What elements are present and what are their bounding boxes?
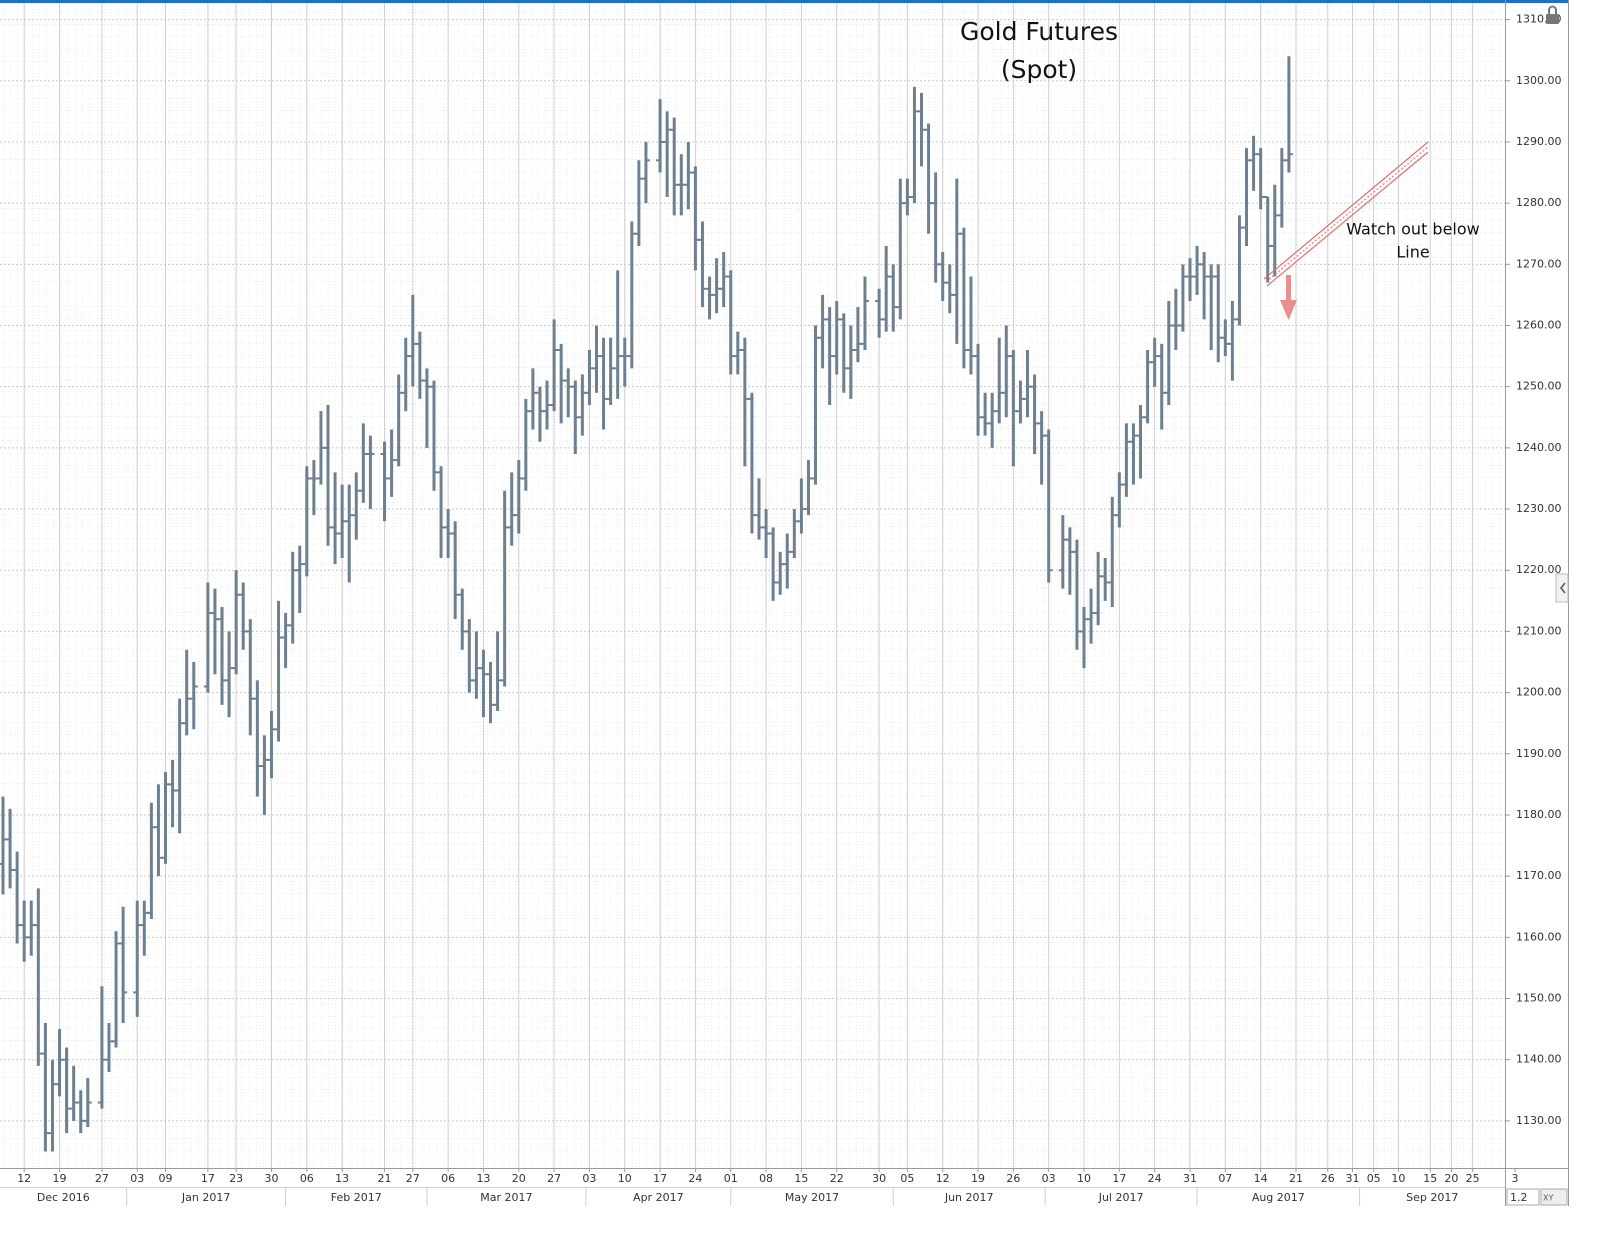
x-tick-label: 10	[1077, 1172, 1091, 1185]
annotation: Line	[1396, 243, 1429, 262]
y-tick-label: 1190.00	[1516, 747, 1562, 760]
chart-subtitle: (Spot)	[1001, 55, 1077, 84]
x-tick-label: 15	[794, 1172, 808, 1185]
month-label: Aug 2017	[1252, 1191, 1305, 1204]
y-tick-label: 1200.00	[1516, 686, 1562, 699]
month-label: May 2017	[785, 1191, 839, 1204]
x-tick-label: 17	[201, 1172, 215, 1185]
y-tick-label: 1280.00	[1516, 196, 1562, 209]
x-tick-label: 27	[547, 1172, 561, 1185]
y-tick-label: 1250.00	[1516, 380, 1562, 393]
x-tick-label: 07	[1218, 1172, 1232, 1185]
x-tick-label: 05	[1367, 1172, 1381, 1185]
down-arrow	[1280, 275, 1297, 320]
x-tick-label: 26	[1321, 1172, 1335, 1185]
x-tick-label: 22	[830, 1172, 844, 1185]
y-tick-label: 1130.00	[1516, 1114, 1562, 1127]
y-tick-label: 1220.00	[1516, 563, 1562, 576]
x-tick-label: 17	[653, 1172, 667, 1185]
zoom-value[interactable]: 1.2	[1510, 1191, 1528, 1204]
collapse-button[interactable]	[1555, 573, 1569, 603]
x-tick-label: 19	[53, 1172, 67, 1185]
x-tick-label: 20	[1444, 1172, 1458, 1185]
top-border	[0, 0, 1568, 3]
x-tick-label: 03	[130, 1172, 144, 1185]
zoom-box[interactable]	[1506, 1188, 1540, 1206]
x-tick-label: 19	[971, 1172, 985, 1185]
x-tick-label: 13	[335, 1172, 349, 1185]
y-tick-label: 1150.00	[1516, 992, 1562, 1005]
x-tick-label: 05	[900, 1172, 914, 1185]
month-label: Mar 2017	[480, 1191, 532, 1204]
y-tick-label: 1140.00	[1516, 1053, 1562, 1066]
x-tick-label: 3	[1512, 1172, 1519, 1185]
y-tick-label: 1210.00	[1516, 624, 1562, 637]
month-label: Jan 2017	[181, 1191, 230, 1204]
x-tick-label: 24	[1148, 1172, 1162, 1185]
x-tick-label: 20	[512, 1172, 526, 1185]
x-tick-label: 27	[406, 1172, 420, 1185]
lock-icon[interactable]	[1546, 5, 1559, 25]
axes: 1130.00 1140.00 1150.00 1160.00 1170.00 1180.…	[17, 13, 1562, 1206]
grid	[0, 0, 1505, 1168]
y-tick-label: 1180.00	[1516, 808, 1562, 821]
x-tick-label: 31	[1345, 1172, 1359, 1185]
x-tick-label: 21	[378, 1172, 392, 1185]
mode-box[interactable]	[1540, 1188, 1568, 1206]
annotation: Watch out below	[1346, 220, 1480, 239]
x-tick-label: 12	[936, 1172, 950, 1185]
chart-title: Gold Futures	[960, 17, 1118, 46]
x-tick-label: 03	[582, 1172, 596, 1185]
x-tick-label: 23	[229, 1172, 243, 1185]
month-label: Jul 2017	[1098, 1191, 1144, 1204]
x-tick-label: 14	[1254, 1172, 1268, 1185]
month-label: Sep 2017	[1406, 1191, 1458, 1204]
y-tick-label: 1160.00	[1516, 930, 1562, 943]
y-tick-label: 1240.00	[1516, 441, 1562, 454]
y-tick-label: 1270.00	[1516, 257, 1562, 270]
y-tick-label: 1260.00	[1516, 318, 1562, 331]
x-tick-label: 09	[159, 1172, 173, 1185]
minor-grid	[0, 0, 1505, 1168]
month-label: Apr 2017	[633, 1191, 684, 1204]
y-tick-label: 1230.00	[1516, 502, 1562, 515]
y-tick-label: 1300.00	[1516, 74, 1562, 87]
x-tick-label: 26	[1006, 1172, 1020, 1185]
x-tick-label: 06	[441, 1172, 455, 1185]
mode-label[interactable]: XY	[1543, 1194, 1553, 1203]
x-tick-label: 01	[724, 1172, 738, 1185]
bars	[0, 56, 1293, 1152]
x-tick-label: 24	[688, 1172, 702, 1185]
x-tick-label: 30	[264, 1172, 278, 1185]
x-tick-label: 12	[17, 1172, 31, 1185]
x-tick-label: 25	[1466, 1172, 1480, 1185]
month-label: Jun 2017	[944, 1191, 994, 1204]
x-tick-label: 10	[1391, 1172, 1405, 1185]
x-tick-label: 15	[1423, 1172, 1437, 1185]
x-tick-label: 03	[1042, 1172, 1056, 1185]
x-tick-label: 06	[300, 1172, 314, 1185]
x-tick-label: 13	[476, 1172, 490, 1185]
y-tick-label: 1170.00	[1516, 869, 1562, 882]
x-tick-label: 08	[759, 1172, 773, 1185]
month-label: Feb 2017	[331, 1191, 382, 1204]
y-tick-label: 1290.00	[1516, 135, 1562, 148]
month-label: Dec 2016	[37, 1191, 90, 1204]
x-tick-label: 21	[1289, 1172, 1303, 1185]
trend-line	[1263, 141, 1429, 287]
x-tick-label: 17	[1112, 1172, 1126, 1185]
x-tick-label: 30	[872, 1172, 886, 1185]
x-tick-label: 27	[95, 1172, 109, 1185]
x-tick-label: 10	[618, 1172, 632, 1185]
x-tick-label: 31	[1183, 1172, 1197, 1185]
